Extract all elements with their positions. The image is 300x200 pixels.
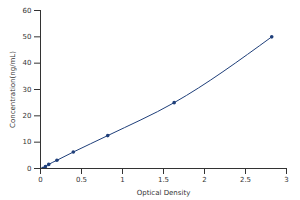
svg-text:1: 1 [120, 176, 124, 184]
svg-text:1.5: 1.5 [158, 176, 169, 184]
svg-text:50: 50 [23, 33, 32, 41]
svg-text:10: 10 [23, 138, 32, 146]
svg-text:0: 0 [38, 176, 42, 184]
svg-text:Optical Density: Optical Density [137, 189, 191, 197]
svg-text:0: 0 [27, 165, 31, 173]
svg-text:60: 60 [23, 7, 32, 15]
svg-text:2: 2 [202, 176, 206, 184]
svg-text:2.5: 2.5 [240, 176, 251, 184]
svg-text:Concentration(ng/mL): Concentration(ng/mL) [9, 51, 17, 128]
svg-text:0.5: 0.5 [76, 176, 87, 184]
svg-text:20: 20 [23, 112, 32, 120]
svg-text:30: 30 [23, 86, 32, 94]
svg-text:3: 3 [284, 176, 288, 184]
svg-text:40: 40 [23, 59, 32, 67]
